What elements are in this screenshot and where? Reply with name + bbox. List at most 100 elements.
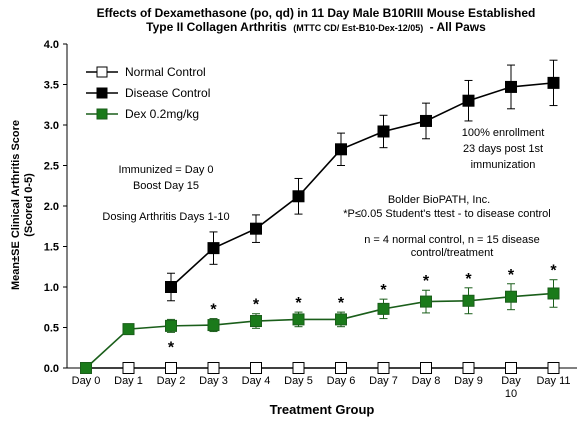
data-point-dex-0-2mg-kg (122, 323, 135, 336)
annotation-lab: Bolder BioPATH, Inc. (388, 194, 490, 206)
significance-star: * (465, 271, 472, 288)
legend-label-disease-control: Disease Control (125, 86, 210, 100)
significance-star: * (295, 295, 302, 312)
x-tick-label: Day 2 (157, 375, 186, 387)
legend-marker-normal-control (96, 66, 108, 78)
x-tick-label: Day 6 (327, 375, 356, 387)
annotation-immunized: Immunized = Day 0 (118, 164, 213, 176)
annotation-stat: *P≤0.05 Student's ttest - to disease con… (343, 208, 550, 220)
chart-title-line2-small: (MTTC CD/ Est-B10-Dex-12/05) (293, 23, 423, 33)
data-point-normal-control (122, 362, 135, 374)
x-tick-label: Day 0 (72, 375, 101, 387)
data-point-dex-0-2mg-kg (335, 313, 347, 326)
x-axis-label: Treatment Group (270, 402, 375, 417)
data-point-dex-0-2mg-kg (207, 319, 220, 332)
data-point-disease-control (377, 125, 390, 138)
significance-star: * (253, 297, 260, 314)
data-point-dex-0-2mg-kg (462, 294, 475, 307)
data-point-normal-control (250, 362, 262, 374)
legend-item-normal-control: Normal Control (86, 65, 206, 79)
chart-title-line2-tail: - All Paws (430, 20, 487, 34)
y-tick-label: 2.5 (44, 161, 59, 173)
legend-label-dex: Dex 0.2mg/kg (125, 107, 199, 121)
data-point-disease-control (420, 114, 432, 127)
data-point-normal-control (292, 362, 305, 374)
y-tick-label: 1.5 (44, 242, 59, 254)
data-point-dex-0-2mg-kg (420, 295, 432, 308)
x-ticks: Day 0 Day 1 Day 2 Day 3 Day 4 Day 5 Day 6 Day 7… (72, 368, 571, 400)
y-tick-label: 0.5 (44, 323, 59, 335)
significance-star: * (338, 295, 345, 312)
x-tick-label: Day 11 (536, 375, 570, 387)
annotation-dosing: Dosing Arthritis Days 1-10 (102, 211, 229, 223)
significance-star: * (380, 282, 387, 299)
chart-title-line2: Type II Collagen Arthritis (MTTC CD/ Est… (146, 20, 486, 34)
annotation-n-line2: control/treatment (411, 247, 494, 259)
data-point-normal-control (335, 362, 347, 374)
significance-star: * (168, 339, 175, 356)
chart-title-line1: Effects of Dexamethasone (po, qd) in 11 … (97, 6, 536, 20)
data-point-normal-control (377, 362, 390, 374)
x-tick-label: Day (501, 375, 521, 387)
y-tick-label: 4.0 (44, 39, 59, 51)
data-point-dex-0-2mg-kg (165, 319, 177, 332)
legend-item-dex: Dex 0.2mg/kg (86, 107, 199, 121)
x-tick-label: Day 1 (114, 375, 143, 387)
legend: Normal Control Disease Control Dex 0.2mg… (86, 65, 210, 121)
significance-star: * (508, 267, 515, 284)
data-point-disease-control (207, 242, 220, 255)
x-tick-label: Day 4 (242, 375, 271, 387)
data-point-dex-0-2mg-kg (547, 287, 560, 300)
data-point-dex-0-2mg-kg (250, 315, 262, 328)
data-point-normal-control (207, 362, 220, 374)
y-tick-label: 3.5 (44, 80, 59, 92)
data-point-disease-control (505, 80, 517, 93)
x-tick-label: Day 3 (199, 375, 228, 387)
data-point-disease-control (547, 76, 560, 89)
significance-star: * (423, 273, 430, 290)
legend-label-normal-control: Normal Control (125, 65, 206, 79)
annotation-enrollment-1: 100% enrollment (462, 127, 545, 139)
y-axis-label-line1: Mean±SE Clinical Arthritis Score (10, 120, 22, 290)
series-lines (85, 82, 554, 369)
legend-item-disease-control: Disease Control (86, 86, 210, 100)
data-point-disease-control (462, 94, 475, 107)
y-tick-label: 3.0 (44, 120, 59, 132)
y-tick-label: 0.0 (44, 363, 59, 375)
data-point-disease-control (335, 143, 347, 156)
data-point-disease-control (292, 190, 305, 203)
x-tick-label: Day 9 (454, 375, 483, 387)
significance-star: * (210, 302, 217, 319)
x-tick-label-line2: 10 (505, 388, 517, 400)
y-tick-label: 1.0 (44, 282, 59, 294)
data-point-dex-0-2mg-kg (292, 313, 305, 326)
data-point-dex-0-2mg-kg (377, 302, 390, 315)
data-point-dex-0-2mg-kg (80, 362, 92, 374)
significance-marks: * * * * * * * * * * (168, 263, 558, 357)
x-tick-label: Day 7 (369, 375, 398, 387)
annotation-n-line1: n = 4 normal control, n = 15 disease (364, 234, 540, 246)
annotation-enrollment-3: immunization (471, 159, 536, 171)
data-point-normal-control (547, 362, 560, 374)
series-markers (80, 76, 560, 374)
data-point-normal-control (462, 362, 475, 374)
series-line-dex-0-2mg-kg (85, 292, 554, 369)
chart-title-line2-main: Type II Collagen Arthritis (146, 20, 287, 34)
data-point-dex-0-2mg-kg (505, 290, 517, 303)
series-line-disease-control (170, 82, 554, 288)
data-point-normal-control (165, 362, 177, 374)
significance-star: * (550, 263, 557, 280)
legend-marker-disease-control (96, 87, 108, 99)
annotation-enrollment-2: 23 days post 1st (463, 143, 543, 155)
data-point-disease-control (250, 222, 262, 235)
data-point-normal-control (420, 362, 432, 374)
annotation-boost: Boost Day 15 (133, 180, 199, 192)
y-axis-label-line2: (Scored 0-5) (23, 173, 35, 237)
data-point-disease-control (165, 281, 177, 293)
legend-marker-dex (96, 108, 108, 120)
x-tick-label: Day 8 (412, 375, 441, 387)
series-errors (167, 59, 558, 333)
x-tick-label: Day 5 (284, 375, 313, 387)
data-point-normal-control (505, 362, 517, 374)
